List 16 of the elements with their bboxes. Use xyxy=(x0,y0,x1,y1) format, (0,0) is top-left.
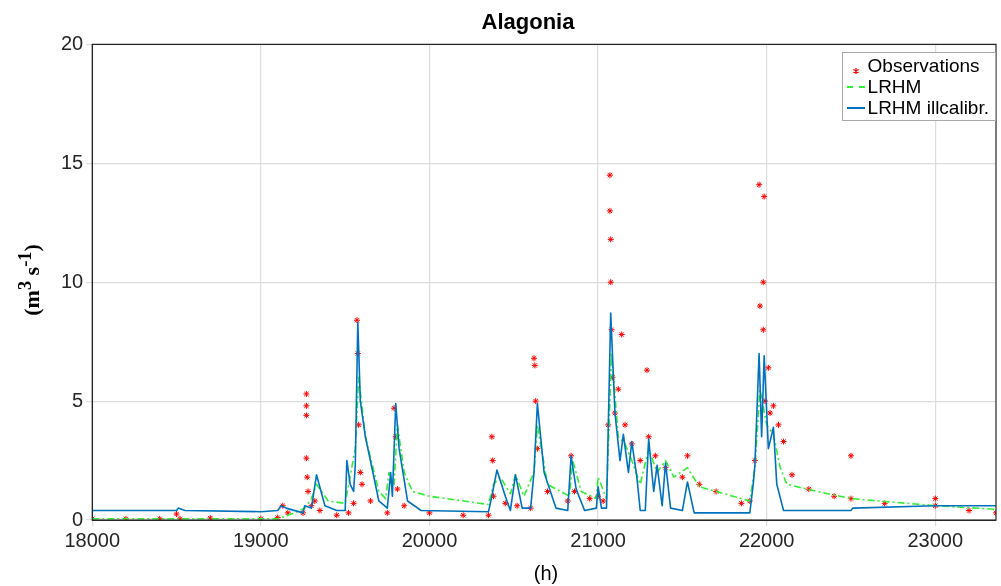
x-tick-label: 23000 xyxy=(907,528,964,551)
legend-label: Observations xyxy=(867,55,980,76)
y-tick-label: 20 xyxy=(61,31,84,54)
y-tick-label: 5 xyxy=(72,388,84,411)
legend-label: LRHM illcalibr. xyxy=(867,97,989,118)
x-tick-label: 18000 xyxy=(64,528,121,551)
x-tick-label: 22000 xyxy=(738,528,795,551)
y-tick-label: 10 xyxy=(61,269,84,292)
x-tick-label: 19000 xyxy=(233,528,289,551)
x-tick-label: 21000 xyxy=(570,528,626,551)
legend-label: LRHM xyxy=(867,76,922,97)
chart-title: Alagonia xyxy=(481,9,576,35)
x-axis-title: (h) xyxy=(533,561,559,585)
y-tick-label: 0 xyxy=(72,507,84,530)
x-tick-label: 20000 xyxy=(401,528,458,551)
y-tick-label: 15 xyxy=(61,150,84,173)
